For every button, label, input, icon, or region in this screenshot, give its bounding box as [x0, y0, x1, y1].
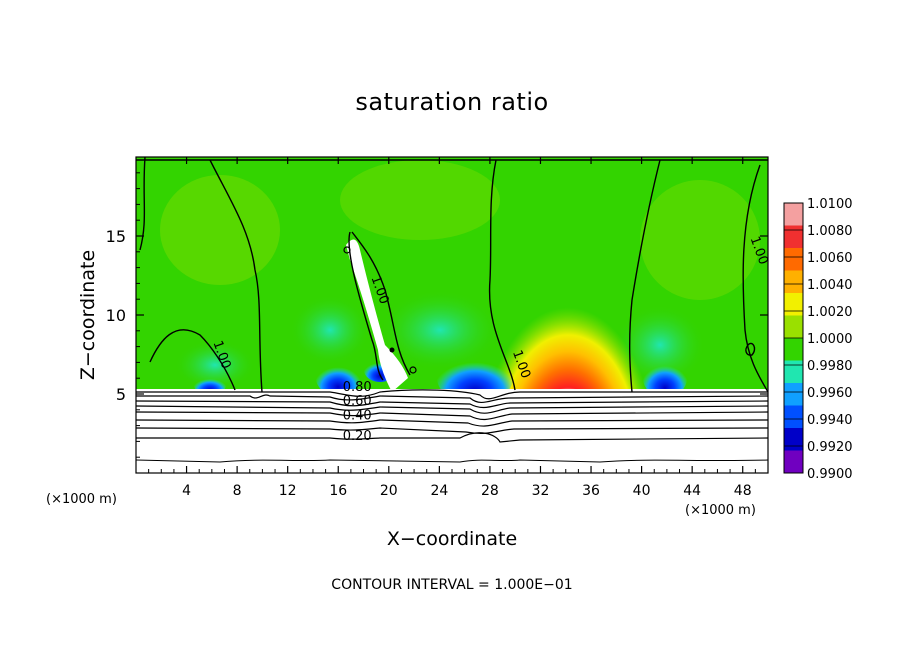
x-unit-left: (×1000 m) — [46, 492, 117, 507]
colorbar-swatch — [784, 405, 803, 429]
x-tick-label: 36 — [582, 483, 600, 499]
colorbar: 1.0100 1.0080 1.0060 1.0040 1.0020 1.0000 0.99… — [783, 197, 853, 482]
contour-marker — [389, 347, 395, 353]
colorbar-swatch — [784, 360, 803, 384]
y-tick-label: 10 — [106, 306, 126, 325]
colorbar-swatch — [784, 315, 803, 339]
contour-label: 0.80 — [343, 380, 372, 395]
y-ticks: 5 10 15 — [106, 172, 768, 458]
x-tick-label: 24 — [430, 483, 448, 499]
x-tick-label: 40 — [633, 483, 651, 499]
x-tick-label: 44 — [683, 483, 701, 499]
field-patch — [640, 180, 760, 300]
colorbar-label: 1.0020 — [807, 305, 853, 320]
y-tick-label: 15 — [106, 227, 126, 246]
colorbar-label: 0.9900 — [807, 467, 853, 482]
colorbar-swatch — [784, 225, 803, 249]
colorbar-label: 0.9980 — [807, 359, 853, 374]
field-patch — [340, 160, 500, 240]
contour-label: 0.20 — [343, 429, 372, 444]
cool-blob — [643, 358, 687, 398]
plot-area — [136, 157, 768, 473]
field-patch — [290, 295, 370, 365]
colorbar-label: 1.0080 — [807, 224, 853, 239]
colorbar-label: 1.0000 — [807, 332, 853, 347]
upper-contours — [136, 157, 768, 393]
colorbar-swatch — [784, 248, 803, 271]
contour-marker — [409, 366, 417, 374]
contour-interval-note: CONTOUR INTERVAL = 1.000E−01 — [331, 577, 573, 593]
colorbar-swatch — [784, 428, 803, 451]
colorbar-label: 1.0060 — [807, 251, 853, 266]
colorbar-label: 0.9940 — [807, 413, 853, 428]
y-tick-label: 5 — [116, 385, 126, 404]
contour-marker — [343, 246, 351, 254]
colorbar-swatch — [784, 270, 803, 294]
contour-label: 0.40 — [343, 408, 372, 423]
white-column — [346, 239, 408, 392]
x-tick-label: 8 — [233, 483, 242, 499]
colorbar-swatch — [784, 383, 803, 406]
y-axis-label: Z−coordinate — [77, 249, 99, 381]
colorbar-swatch — [784, 450, 803, 474]
field-patch — [175, 340, 255, 390]
colorbar-swatch — [784, 293, 803, 316]
lower-contours — [136, 389, 768, 463]
colorbar-swatch — [784, 203, 803, 226]
x-tick-label: 12 — [279, 483, 297, 499]
x-tick-label: 28 — [481, 483, 499, 499]
field-patch — [380, 290, 500, 370]
chart-title: saturation ratio — [355, 88, 549, 116]
x-axis-label: X−coordinate — [386, 528, 518, 550]
colorbar-label: 1.0040 — [807, 278, 853, 293]
colorbar-label: 0.9960 — [807, 386, 853, 401]
x-ticks: 4 8 12 16 20 24 28 32 36 40 44 48 — [148, 157, 756, 499]
contour-label: 0.60 — [343, 394, 372, 409]
x-tick-label: 4 — [182, 483, 191, 499]
x-unit-right: (×1000 m) — [685, 503, 756, 518]
field-patch — [160, 175, 280, 285]
x-tick-label: 32 — [532, 483, 550, 499]
x-tick-label: 20 — [380, 483, 398, 499]
colorbar-label: 0.9920 — [807, 440, 853, 455]
colorbar-label: 1.0100 — [807, 197, 853, 212]
cool-blob — [316, 360, 360, 396]
colorbar-swatch — [784, 338, 803, 361]
x-tick-label: 16 — [329, 483, 347, 499]
x-tick-label: 48 — [734, 483, 752, 499]
